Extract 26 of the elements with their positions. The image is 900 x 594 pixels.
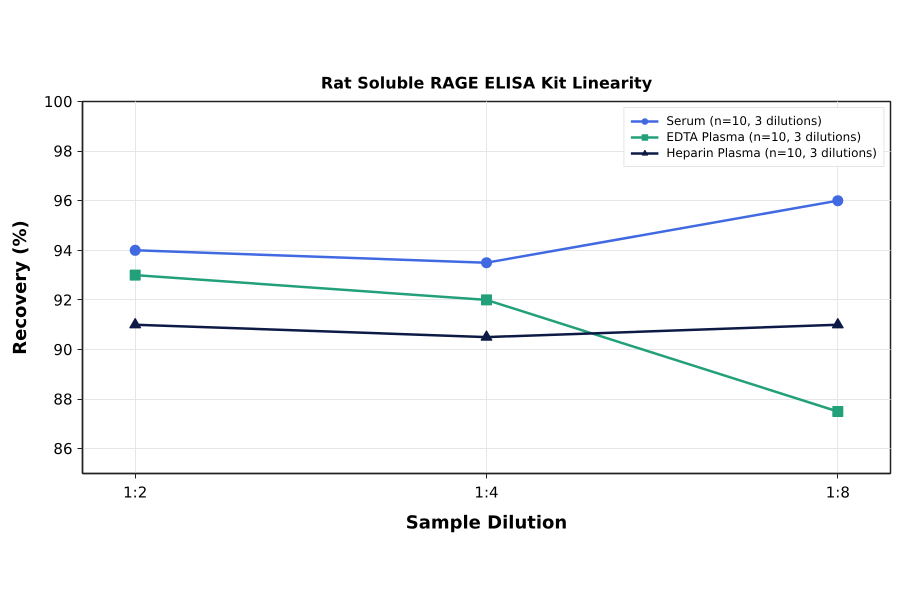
y-tick-label: 88 <box>53 390 73 409</box>
legend-label: Serum (n=10, 3 dilutions) <box>666 114 822 128</box>
y-tick-label: 96 <box>53 192 73 210</box>
y-tick-label: 94 <box>53 242 73 260</box>
point <box>832 406 844 417</box>
point <box>481 257 492 268</box>
chart-title: Rat Soluble RAGE ELISA Kit Linearity <box>320 74 653 92</box>
y-axis-title: Recovery (%) <box>10 220 31 355</box>
y-tick-label: 100 <box>44 93 73 111</box>
point <box>480 330 492 341</box>
y-tick-label: 86 <box>53 440 73 458</box>
point <box>129 318 142 328</box>
point <box>832 195 844 206</box>
x-tick-label: 1:4 <box>474 484 499 502</box>
point <box>130 244 141 256</box>
x-tick-label: 1:8 <box>826 484 850 502</box>
y-tick-label: 90 <box>53 341 73 359</box>
x-axis-title: Sample Dilution <box>406 512 568 534</box>
x-tick-label: 1:2 <box>123 484 148 502</box>
point <box>481 294 492 306</box>
point <box>832 318 844 328</box>
y-tick-label: 98 <box>53 142 73 161</box>
y-tick-label: 92 <box>53 291 73 310</box>
legend-label: EDTA Plasma (n=10, 3 dilutions) <box>666 130 862 144</box>
point <box>130 270 141 281</box>
legend-label: Heparin Plasma (n=10, 3 dilutions) <box>666 146 877 160</box>
